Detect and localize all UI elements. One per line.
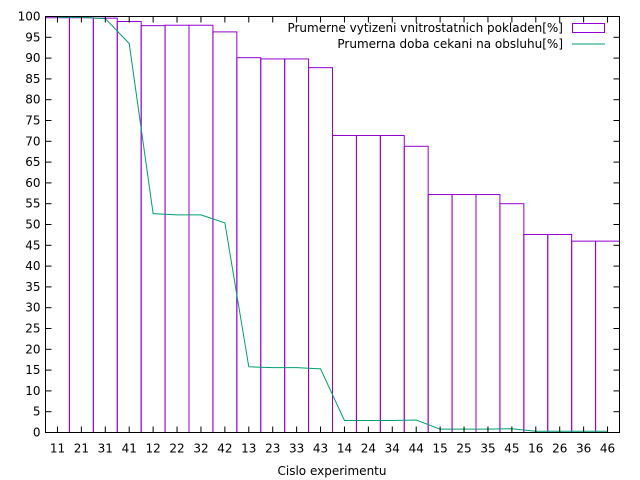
legend: Prumerne vytizeni vnitrostatnich poklade… — [287, 21, 605, 51]
x-tick-label-22: 22 — [169, 442, 184, 456]
x-tick-label-21: 21 — [74, 442, 89, 456]
y-tick-label-85: 85 — [25, 72, 40, 86]
bar-46 — [595, 240, 621, 433]
bars-layer — [45, 17, 621, 434]
x-tick-label-33: 33 — [289, 442, 304, 456]
bar-23 — [260, 58, 286, 434]
y-tick-label-80: 80 — [25, 93, 40, 107]
bar-42 — [212, 31, 238, 433]
bar-33 — [284, 58, 310, 434]
bar-34 — [379, 134, 405, 433]
x-tick-label-36: 36 — [576, 442, 591, 456]
x-tick-label-35: 35 — [480, 442, 495, 456]
x-tick-label-24: 24 — [361, 442, 376, 456]
x-tick-label-42: 42 — [217, 442, 232, 456]
x-tick-label-16: 16 — [528, 442, 543, 456]
bar-13 — [236, 57, 262, 434]
x-tick-label-45: 45 — [504, 442, 519, 456]
bar-24 — [355, 134, 381, 433]
x-tick-label-34: 34 — [385, 442, 400, 456]
bar-45 — [499, 203, 525, 433]
bar-35 — [475, 194, 501, 433]
y-tick-label-35: 35 — [25, 280, 40, 294]
y-tick-label-40: 40 — [25, 259, 40, 273]
x-tick-label-44: 44 — [409, 442, 424, 456]
x-tick-label-46: 46 — [600, 442, 615, 456]
series-line-wait-time — [57, 16, 608, 432]
y-tick-label-10: 10 — [25, 384, 40, 398]
x-tick-label-13: 13 — [241, 442, 256, 456]
bar-21 — [68, 17, 94, 433]
y-tick-label-5: 5 — [33, 405, 41, 419]
legend-swatch-utilization — [572, 23, 605, 33]
y-tick-label-60: 60 — [25, 176, 40, 190]
x-tick-label-31: 31 — [98, 442, 113, 456]
bar-22 — [164, 24, 190, 434]
x-axis-title: Cislo experimentu — [278, 464, 387, 478]
bar-26 — [547, 233, 573, 433]
y-tick-label-75: 75 — [25, 114, 40, 128]
y-tick-label-0: 0 — [33, 426, 41, 440]
bar-43 — [308, 67, 333, 433]
y-tick-label-30: 30 — [25, 301, 40, 315]
bar-31 — [92, 17, 118, 433]
y-tick-label-55: 55 — [25, 197, 40, 211]
bar-15 — [427, 194, 453, 433]
y-tick-label-95: 95 — [25, 30, 40, 44]
x-tick-label-23: 23 — [265, 442, 280, 456]
y-tick-label-90: 90 — [25, 51, 40, 65]
x-tick-label-25: 25 — [456, 442, 471, 456]
y-tick-label-45: 45 — [25, 238, 40, 252]
legend-label-wait-time: Prumerna doba cekani na obsluhu[%] — [337, 37, 563, 51]
bar-14 — [332, 134, 357, 433]
y-tick-label-65: 65 — [25, 155, 40, 169]
x-tick-label-14: 14 — [337, 442, 352, 456]
x-tick-label-12: 12 — [145, 442, 160, 456]
y-axis-ticks: 0 5 10 15 20 25 30 35 40 45 50 55 60 65 70 75 80 85 90 95 10… — [18, 10, 620, 440]
y-tick-label-15: 15 — [25, 363, 40, 377]
y-tick-label-20: 20 — [25, 342, 40, 356]
bar-12 — [140, 25, 166, 434]
x-tick-label-26: 26 — [552, 442, 567, 456]
legend-label-utilization: Prumerne vytizeni vnitrostatnich poklade… — [287, 21, 563, 35]
x-tick-label-43: 43 — [313, 442, 328, 456]
bar-36 — [571, 240, 597, 433]
bar-32 — [188, 24, 214, 434]
y-tick-label-25: 25 — [25, 322, 40, 336]
y-tick-label-100: 100 — [18, 10, 41, 24]
x-tick-label-11: 11 — [50, 442, 65, 456]
x-tick-label-15: 15 — [432, 442, 447, 456]
bar-25 — [451, 194, 477, 433]
bar-44 — [403, 145, 429, 433]
x-axis-ticks: 11 21 31 41 12 22 32 42 13 23 33 43 14 24 34 44 15 25 35 45… — [50, 16, 615, 456]
bar-41 — [116, 20, 142, 434]
x-tick-label-41: 41 — [122, 442, 137, 456]
x-tick-label-32: 32 — [193, 442, 208, 456]
y-tick-label-70: 70 — [25, 134, 40, 148]
y-tick-label-50: 50 — [25, 218, 40, 232]
bar-16 — [523, 233, 549, 433]
